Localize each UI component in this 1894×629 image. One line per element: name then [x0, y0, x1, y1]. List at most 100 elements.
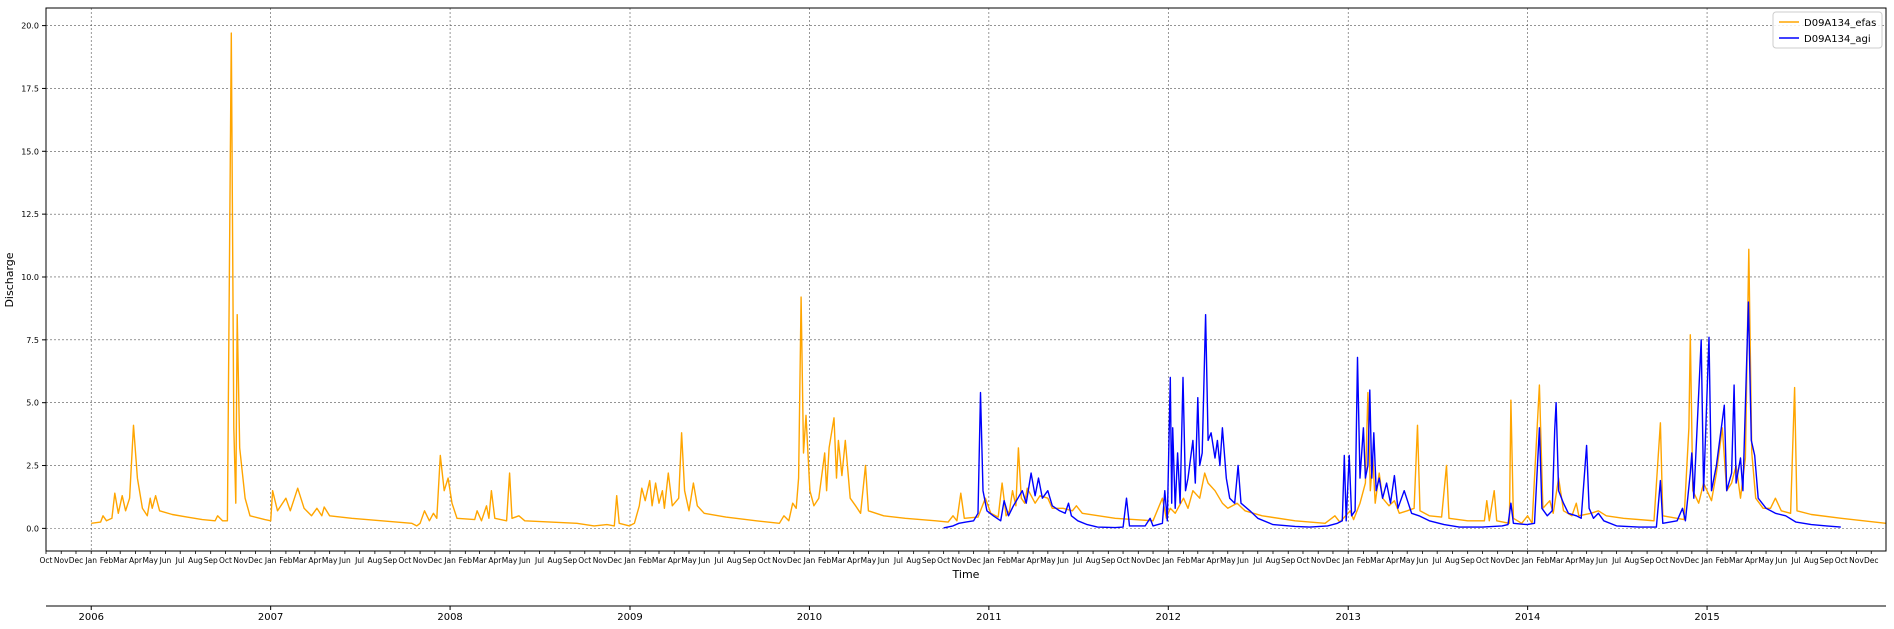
month-tick-label: Dec: [248, 556, 263, 565]
year-tick-label: 2013: [1335, 612, 1360, 623]
month-tick-label: Jun: [1416, 556, 1429, 565]
month-tick-label: Jun: [518, 556, 531, 565]
y-tick-label: 0.0: [26, 524, 39, 533]
month-tick-label: Dec: [608, 556, 623, 565]
month-tick-label: Dec: [428, 556, 443, 565]
month-tick-label: Jan: [264, 556, 277, 565]
month-tick-label: Jun: [1595, 556, 1608, 565]
month-tick-label: Jan: [803, 556, 816, 565]
month-tick-label: Aug: [1086, 556, 1101, 565]
year-tick-label: 2014: [1515, 612, 1540, 623]
month-tick-label: May: [1399, 556, 1415, 565]
month-tick-label: Sep: [742, 556, 756, 565]
month-tick-label: Sep: [1101, 556, 1115, 565]
month-tick-label: Dec: [1864, 556, 1879, 565]
series-line-D09A134_agi: [943, 301, 1841, 529]
month-tick-label: Jul: [1791, 556, 1801, 565]
month-tick-label: Dec: [1685, 556, 1700, 565]
legend: D09A134_efas D09A134_agi: [1772, 11, 1883, 49]
month-tick-label: Sep: [922, 556, 936, 565]
month-tick-label: Oct: [219, 556, 232, 565]
year-tick-label: 2007: [258, 612, 283, 623]
series-lines: [91, 32, 1887, 529]
month-tick-label: Mar: [1370, 556, 1385, 565]
month-tick-label: Apr: [129, 556, 143, 565]
month-tick-label: Jun: [1774, 556, 1787, 565]
month-tick-label: Aug: [1266, 556, 1281, 565]
month-tick-label: Jun: [877, 556, 890, 565]
month-tick-label: Nov: [1849, 556, 1864, 565]
legend-label: D09A134_agi: [1804, 34, 1871, 45]
month-tick-label: Jan: [1341, 556, 1354, 565]
month-tick-label: Jan: [982, 556, 995, 565]
y-tick-label: 15.0: [21, 147, 39, 156]
month-tick-label: Feb: [1177, 556, 1191, 565]
year-tick-label: 2012: [1156, 612, 1181, 623]
month-tick-label: May: [142, 556, 158, 565]
month-tick-label: May: [502, 556, 518, 565]
month-tick-label: Nov: [1131, 556, 1146, 565]
month-tick-label: Oct: [1117, 556, 1130, 565]
month-tick-label: Jul: [893, 556, 903, 565]
month-tick-label: Feb: [279, 556, 293, 565]
month-tick-label: Feb: [100, 556, 114, 565]
month-tick-label: Feb: [1536, 556, 1550, 565]
month-tick-label: Jan: [1162, 556, 1175, 565]
y-tick-label: 12.5: [21, 210, 39, 219]
month-tick-label: Oct: [1296, 556, 1309, 565]
month-tick-label: Jul: [1611, 556, 1621, 565]
y-tick-label: 20.0: [21, 22, 39, 31]
month-tick-label: Jan: [84, 556, 97, 565]
year-tick-label: 2006: [78, 612, 103, 623]
month-tick-label: Aug: [727, 556, 742, 565]
month-tick-label: Oct: [398, 556, 411, 565]
month-tick-label: Feb: [997, 556, 1011, 565]
month-tick-label: Nov: [1670, 556, 1685, 565]
month-tick-label: Oct: [1835, 556, 1848, 565]
month-tick-label: Nov: [1311, 556, 1326, 565]
month-tick-label: Sep: [1819, 556, 1833, 565]
month-tick-label: Apr: [1027, 556, 1041, 565]
month-tick-label: Sep: [383, 556, 397, 565]
month-tick-label: Jun: [697, 556, 710, 565]
month-tick-label: Nov: [593, 556, 608, 565]
year-tick-label: 2015: [1694, 612, 1719, 623]
month-tick-label: Aug: [188, 556, 203, 565]
month-tick-label: Nov: [233, 556, 248, 565]
month-tick-label: Nov: [952, 556, 967, 565]
year-tick-label: 2011: [976, 612, 1001, 623]
month-tick-label: Feb: [459, 556, 473, 565]
month-tick-label: Jun: [1236, 556, 1249, 565]
month-tick-label: Apr: [1565, 556, 1579, 565]
month-tick-label: May: [681, 556, 697, 565]
month-tick-label: Dec: [966, 556, 981, 565]
month-tick-label: Jan: [443, 556, 456, 565]
month-tick-label: May: [1579, 556, 1595, 565]
month-tick-label: Apr: [668, 556, 682, 565]
month-tick-label: Aug: [906, 556, 921, 565]
month-tick-label: Nov: [772, 556, 787, 565]
x-axis-months: Oct Nov Dec Jan Feb Mar Apr May Jun Jul Aug Sep Oct N…: [40, 551, 1879, 565]
grid-lines: [46, 8, 1886, 551]
month-tick-label: Oct: [937, 556, 950, 565]
month-tick-label: Nov: [54, 556, 69, 565]
month-tick-label: Oct: [1476, 556, 1489, 565]
month-tick-label: Feb: [818, 556, 832, 565]
month-tick-label: May: [861, 556, 877, 565]
y-tick-label: 10.0: [21, 273, 39, 282]
month-tick-label: Aug: [547, 556, 562, 565]
month-tick-label: Apr: [847, 556, 861, 565]
month-tick-label: Jul: [713, 556, 723, 565]
month-tick-label: Mar: [293, 556, 308, 565]
month-tick-label: Mar: [1550, 556, 1565, 565]
month-tick-label: Jul: [354, 556, 364, 565]
month-tick-label: Aug: [1625, 556, 1640, 565]
month-tick-label: Oct: [758, 556, 771, 565]
month-tick-label: Mar: [113, 556, 128, 565]
month-tick-label: May: [1758, 556, 1774, 565]
month-tick-label: Mar: [1729, 556, 1744, 565]
month-tick-label: Mar: [472, 556, 487, 565]
month-tick-label: Sep: [563, 556, 577, 565]
y-tick-label: 7.5: [26, 336, 39, 345]
month-tick-label: Feb: [639, 556, 653, 565]
